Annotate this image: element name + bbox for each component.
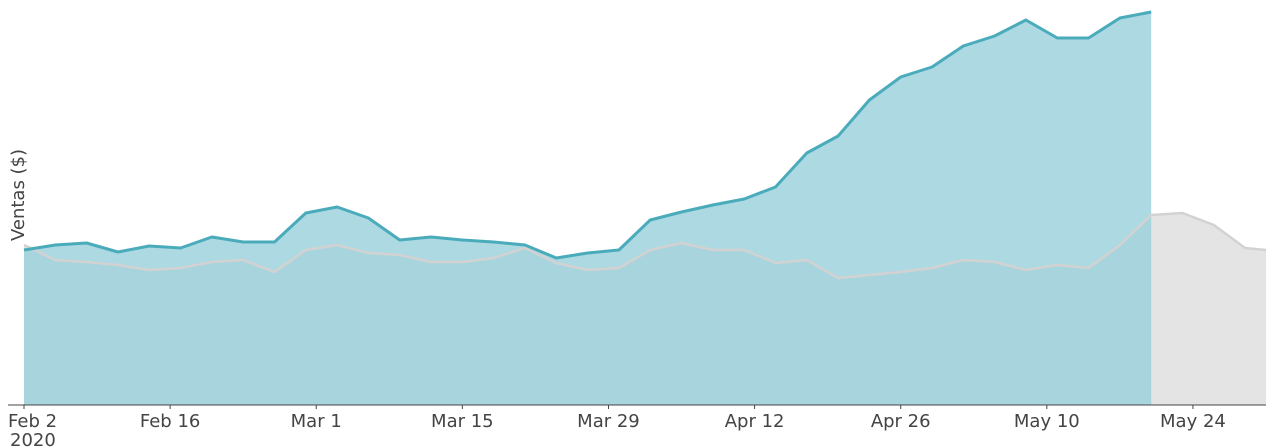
area bbox=[24, 12, 1152, 405]
x-tick-label: Feb 2 bbox=[8, 411, 57, 432]
x-tick-label: Apr 26 bbox=[871, 411, 931, 432]
line bbox=[23, 10, 1152, 260]
x-tick-label: Feb 16 bbox=[140, 411, 201, 432]
y-axis-label: Ventas ($) bbox=[8, 149, 29, 241]
x-tick-label: Mar 15 bbox=[431, 411, 494, 432]
x-tick-label: Mar 29 bbox=[577, 411, 640, 432]
x-year-label: 2020 bbox=[10, 430, 56, 448]
x-tick-label: May 24 bbox=[1160, 411, 1226, 432]
x-tick-label: Mar 1 bbox=[291, 411, 342, 432]
x-tick-label: May 10 bbox=[1014, 411, 1080, 432]
x-tick-label: Apr 12 bbox=[725, 411, 785, 432]
line bbox=[23, 211, 1267, 280]
